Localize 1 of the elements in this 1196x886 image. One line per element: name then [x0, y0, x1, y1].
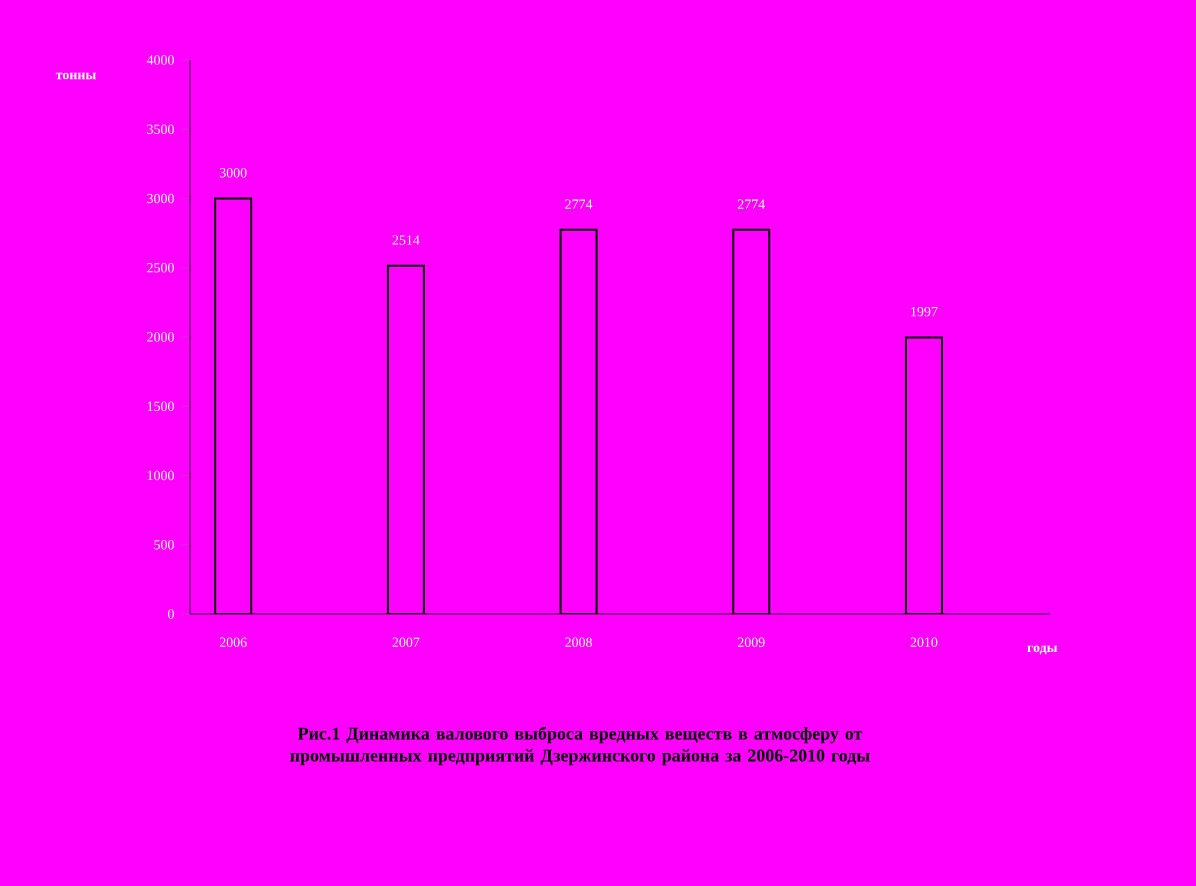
text: Рис.1 Динамика валового выброса вредных веществ в атмосферу от промышленных предприятий Дзержинского района за 2006-2010 годы — [290, 726, 870, 766]
